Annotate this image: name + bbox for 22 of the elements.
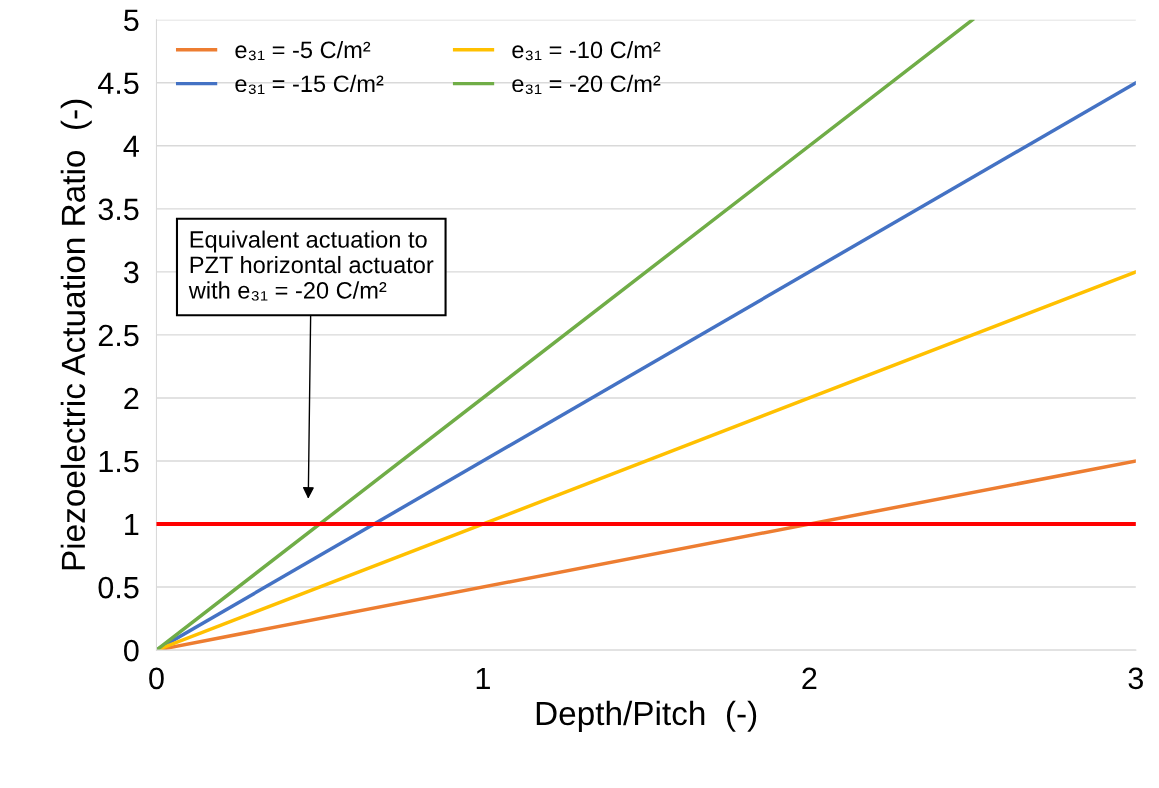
- y-tick-label: 0: [124, 639, 139, 662]
- y-tick-label: 4: [123, 135, 139, 157]
- y-tick-label: 1.5: [99, 451, 139, 473]
- legend-label: e₃₁ = -15 C/m²: [235, 74, 384, 95]
- y-tick-label: 2.5: [98, 324, 139, 347]
- legend-label: e₃₁ = -10 C/m²: [512, 40, 661, 61]
- x-tick-label: 0: [149, 667, 164, 690]
- x-tick-label: 1: [476, 667, 490, 689]
- y-axis-title: Piezoelectric Actuation Ratio (-): [60, 99, 92, 570]
- y-tick-label: 0.5: [98, 576, 139, 599]
- y-tick-label: 4.5: [98, 72, 139, 95]
- y-tick-label: 1: [125, 514, 139, 536]
- legend-label: e₃₁ = -20 C/m²: [512, 74, 661, 95]
- annotation: Equivalent actuation to PZT horizontal actuator with e₃₁ = -20 C/m²: [188, 230, 434, 301]
- y-tick-label: 5: [124, 9, 139, 32]
- x-axis-title: Depth/Pitch (-): [536, 700, 757, 732]
- x-tick-label: 3: [1128, 667, 1143, 690]
- y-tick-label: 3.5: [98, 198, 139, 221]
- x-tick-label: 2: [802, 667, 817, 689]
- y-tick-label: 3: [123, 261, 139, 284]
- legend-label: e₃₁ = -5 C/m²: [235, 40, 371, 61]
- y-tick-label: 2: [124, 387, 139, 410]
